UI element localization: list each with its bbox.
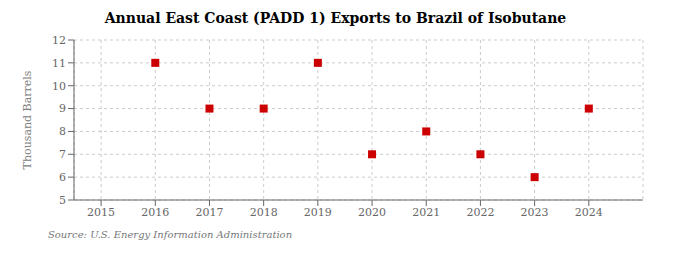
html-text:Source: U.S. Energy Informatio: Source: U.S. Energy Information Administ… xyxy=(48,229,293,240)
svg-text:5: 5 xyxy=(59,194,66,207)
svg-text:9: 9 xyxy=(59,102,66,115)
svg-text:2020: 2020 xyxy=(358,206,386,219)
svg-text:2018: 2018 xyxy=(250,206,278,219)
svg-text:2023: 2023 xyxy=(521,206,549,219)
svg-text:8: 8 xyxy=(59,125,66,138)
svg-text:6: 6 xyxy=(59,171,66,184)
svg-text:2015: 2015 xyxy=(87,206,115,219)
svg-text:2021: 2021 xyxy=(412,206,440,219)
svg-text:12: 12 xyxy=(52,34,66,47)
svg-text:2024: 2024 xyxy=(575,206,603,219)
svg-text:11: 11 xyxy=(52,57,66,70)
svg-text:7: 7 xyxy=(59,148,66,161)
svg-text:10: 10 xyxy=(52,80,66,93)
svg-text:2019: 2019 xyxy=(304,206,332,219)
svg-text:2022: 2022 xyxy=(466,206,494,219)
svg-text:Thousand Barrels: Thousand Barrels xyxy=(21,70,34,169)
html-text:Annual East Coast (PADD 1) Exp: Annual East Coast (PADD 1) Exports to Br… xyxy=(104,10,567,26)
svg-text:2016: 2016 xyxy=(141,206,169,219)
svg-text:2017: 2017 xyxy=(195,206,223,219)
